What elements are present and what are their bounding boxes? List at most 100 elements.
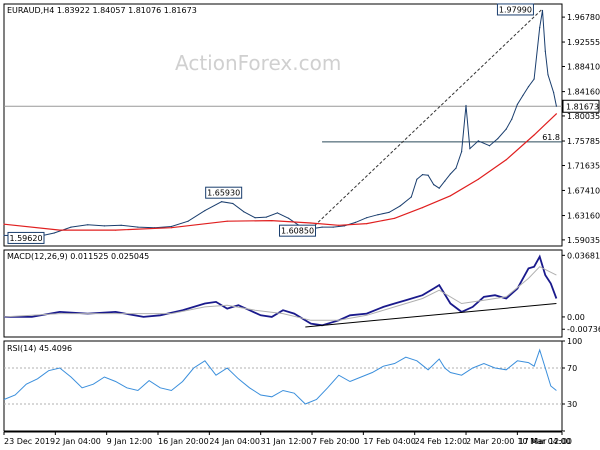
price-point-price: [553, 91, 555, 94]
price-point-price: [276, 212, 278, 214]
x-tick-label: 16 Jan 20:00: [158, 437, 209, 446]
price-point-price: [533, 78, 535, 80]
rsi-ytick-label: 100: [567, 337, 582, 346]
price-ytick-label: 1.71635: [567, 162, 600, 171]
price-point-price: [221, 201, 223, 203]
price-point-ma: [3, 223, 5, 225]
x-tick-label: 31 Jan 12:00: [261, 437, 312, 446]
price-point-ma: [310, 222, 312, 224]
callout-box: [496, 3, 534, 16]
x-tick-label: 17 Feb 04:00: [363, 437, 415, 446]
price-point-price: [541, 9, 544, 12]
callout-box: [205, 186, 243, 199]
price-point-price: [321, 226, 323, 228]
price-point-price: [488, 145, 491, 147]
price-point-price: [354, 221, 357, 223]
callout-label: 1.97990: [499, 5, 532, 14]
price-point-price: [232, 202, 234, 205]
price-point-price: [544, 50, 546, 52]
price-point-price: [497, 138, 499, 140]
price-point-price: [516, 103, 519, 105]
price-ytick-label: 1.75785: [567, 137, 600, 146]
price-point-ma: [555, 113, 558, 115]
price-point-price: [288, 217, 290, 219]
price-point-ma: [170, 227, 172, 229]
price-point-price: [53, 232, 55, 234]
price-point-price: [505, 128, 507, 130]
price-series-ma: [3, 113, 557, 231]
macd-ytick-label: 0.036815: [567, 251, 600, 260]
x-tick-label: 2 Jan 04:00: [55, 437, 101, 446]
panel-frame-2: [3, 249, 563, 338]
price-point-price: [511, 118, 513, 120]
callout-box: [279, 224, 317, 237]
price-point-ma: [394, 217, 396, 219]
price-point-price: [527, 86, 530, 88]
price-point-price: [170, 225, 172, 228]
price-point-price: [433, 184, 435, 186]
panel-frame-1: [3, 3, 563, 247]
price-point-price: [187, 220, 189, 222]
macd-ytick-label: 0.00: [567, 313, 585, 322]
price-point-price: [444, 180, 446, 182]
price-point-price: [522, 94, 524, 97]
price-point-price: [243, 211, 245, 213]
price-point-ma: [421, 207, 424, 209]
x-tick-label: 24 Feb 12:00: [415, 437, 467, 446]
price-point-price: [377, 214, 379, 216]
price-point-price: [410, 196, 412, 198]
price-point-price: [265, 216, 267, 218]
current-price-label: 1.81673: [566, 102, 599, 111]
price-point-ma: [226, 220, 228, 222]
price-ytick-label: 1.96780: [567, 13, 600, 22]
price-point-price: [469, 148, 471, 150]
price-point-price: [343, 225, 345, 227]
price-ytick-label: 1.84160: [567, 88, 600, 97]
dashed-trendline: [310, 9, 542, 230]
current-price-box: [562, 99, 600, 113]
price-point-price: [416, 178, 418, 180]
rsi-label: RSI(14) 45.4096: [7, 344, 72, 353]
price-point-price: [555, 105, 558, 107]
rsi-ytick-label: 70: [567, 364, 577, 373]
price-point-ma: [115, 229, 117, 231]
macd-ytick-label: -0.007365: [567, 325, 600, 334]
price-point-price: [539, 27, 541, 29]
price-point-price: [204, 210, 206, 212]
price-point-ma: [505, 159, 507, 161]
price-point-price: [547, 74, 549, 76]
x-tick-label: 24 Jan 04:00: [209, 437, 260, 446]
price-point-price: [87, 224, 89, 226]
macd-series-macd: [4, 254, 558, 327]
price-point-ma: [338, 224, 340, 226]
price-ytick-label: 1.59035: [567, 236, 600, 245]
price-point-ma: [477, 178, 479, 180]
price-ytick-label: 1.88410: [567, 63, 600, 72]
callout-box: [7, 231, 45, 244]
price-point-price: [449, 173, 451, 175]
price-point-ma: [449, 195, 451, 197]
price-point-price: [120, 224, 122, 226]
x-tick-label: 23 Dec 2019: [4, 437, 55, 446]
fib-level-label: 61.8: [542, 133, 560, 142]
rsi-ytick-label: 30: [567, 400, 577, 409]
price-ytick-label: 1.92555: [567, 38, 600, 47]
panel-frame-3: [3, 340, 563, 432]
price-point-ma: [533, 134, 535, 136]
price-point-price: [399, 205, 401, 207]
x-tick-label: 9 Jan 12:00: [107, 437, 153, 446]
price-point-price: [103, 225, 105, 227]
price-series-price: [3, 10, 557, 238]
x-tick-label: 2 Mar 20:00: [466, 437, 514, 446]
price-point-price: [388, 211, 390, 213]
price-point-price: [465, 104, 467, 107]
price-point-price: [477, 140, 479, 142]
macd-trendline: [305, 303, 557, 328]
price-point-price: [332, 226, 334, 228]
price-point-ma: [59, 229, 61, 231]
callout-label: 1.65930: [207, 189, 240, 198]
price-point-price: [427, 174, 429, 176]
watermark-text: ActionForex.com: [175, 51, 341, 75]
x-tick-label: 10 Mar 04:00: [517, 437, 570, 446]
